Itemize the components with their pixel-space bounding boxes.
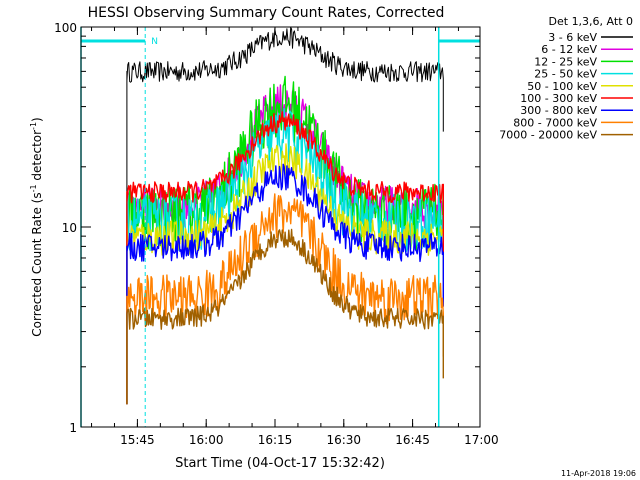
y-axis-label-mid: detector [30,130,44,185]
x-tick-label-6: 17:00 [464,433,499,447]
plot-area: N [80,27,480,427]
legend-label-5: 50 - 100 keV [527,80,597,93]
series-line-9 [126,228,444,405]
legend-label-4: 25 - 50 keV [534,68,597,81]
series-line-7 [126,163,444,405]
y-axis-label-main: Corrected Count Rate (s [30,192,44,336]
series-line-8 [126,193,444,405]
x-axis: 15:45 16:00 16:15 16:30 16:45 17:00 [91,27,499,447]
chart-title: HESSI Observing Summary Count Rates, Cor… [88,5,445,21]
legend-label-7: 300 - 800 keV [520,104,597,117]
x-tick-label-3: 16:15 [258,433,293,447]
series-line-6 [126,111,444,405]
legend-label-2: 6 - 12 keV [541,43,597,56]
y-axis-label: Corrected Count Rate (s-1 detector-1) [29,117,44,336]
y-axis-label-sup1: -1 [29,184,38,192]
x-tick-label-2: 16:00 [189,433,224,447]
x-tick-label-4: 16:30 [326,433,361,447]
legend-label-1: 3 - 6 keV [548,31,597,44]
y-axis-label-sup2: -1 [29,122,38,130]
y-axis: 1 10 100 [54,21,480,435]
legend-label-3: 12 - 25 keV [534,55,597,68]
footer-timestamp: 11-Apr-2018 19:06 [561,469,636,478]
y-axis-label-end: ) [30,117,44,122]
x-axis-label: Start Time (04-Oct-17 15:32:42) [175,456,385,471]
series-line-1 [126,27,444,405]
y-tick-label-2: 10 [62,221,77,235]
legend-header: Det 1,3,6, Att 0 [549,15,633,28]
y-tick-label-3: 100 [54,21,77,35]
x-tick-label-1: 15:45 [120,433,155,447]
night-label: N [151,37,158,47]
legend-label-8: 800 - 7000 keV [513,116,597,129]
legend-label-6: 100 - 300 keV [520,92,597,105]
x-tick-label-5: 16:45 [395,433,430,447]
y-tick-label-1: 1 [69,421,77,435]
legend-label-9: 7000 - 20000 keV [499,129,597,142]
